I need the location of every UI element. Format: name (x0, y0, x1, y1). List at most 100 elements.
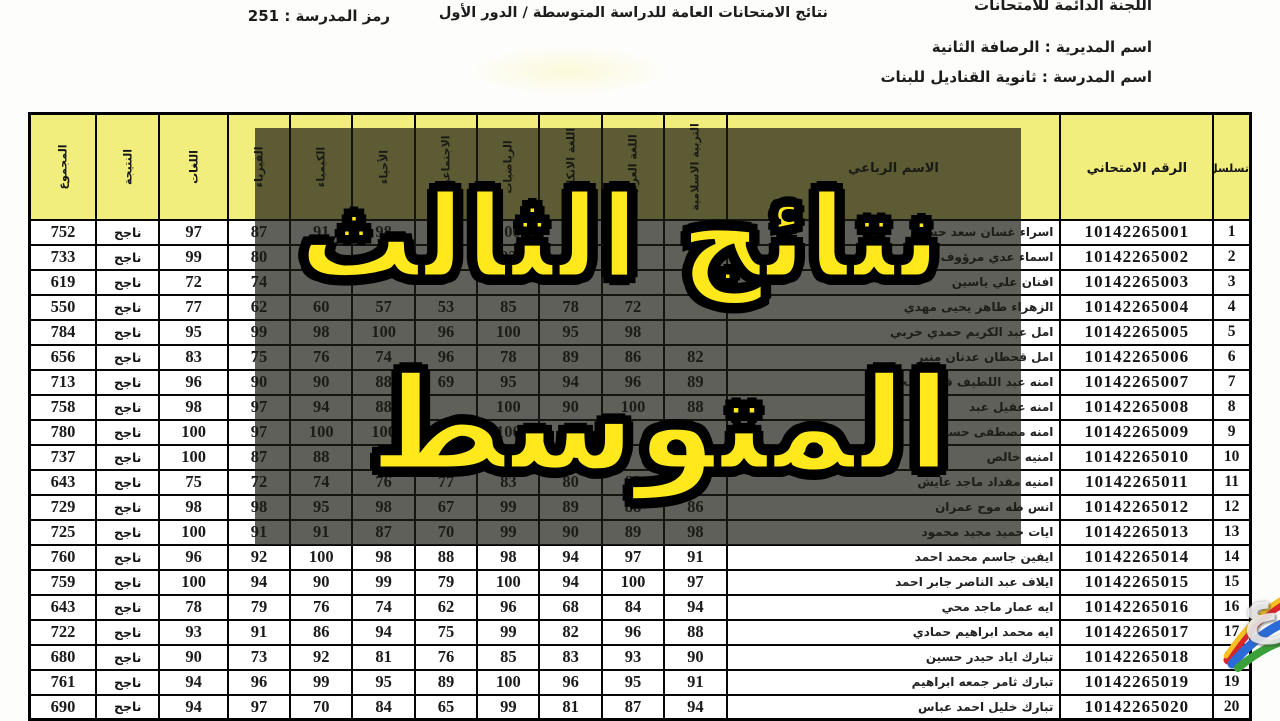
total-cell: 713 (28, 368, 98, 396)
exam-number-cell: 10142265013 (1059, 518, 1215, 546)
serial-cell: 9 (1212, 418, 1252, 446)
biology-score-cell: 74 (351, 593, 416, 621)
physics-score-cell: 92 (226, 543, 292, 571)
faint-paper-watermark (468, 46, 668, 96)
serial-cell: 5 (1212, 318, 1252, 346)
physics-score-cell: 97 (226, 693, 292, 721)
total-cell: 760 (28, 543, 98, 571)
total-cell: 737 (28, 443, 98, 471)
chemistry-score-cell: 92 (289, 643, 354, 671)
student-name-cell: تبارك اياد حيدر حسين (725, 643, 1062, 671)
result-cell: ناجح (95, 543, 161, 571)
english-score-cell: 83 (538, 643, 603, 671)
islamic-score-cell: 94 (663, 693, 728, 721)
social-score-cell: 75 (413, 618, 479, 646)
student-name-cell: ايفين جاسم محمد احمد (725, 543, 1062, 571)
social-score-cell: 65 (413, 693, 479, 721)
chemistry-score-cell: 99 (289, 668, 354, 696)
biology-score-cell: 99 (351, 568, 416, 596)
exam-number-cell: 10142265017 (1059, 618, 1215, 646)
student-row: 16 10142265016 ايه عمار ماجد محي 94 84 6… (28, 593, 1252, 621)
serial-cell: 19 (1212, 668, 1252, 696)
languages-score-cell: 97 (158, 218, 229, 246)
exam-number-cell: 10142265006 (1059, 343, 1215, 371)
serial-cell: 13 (1212, 518, 1252, 546)
school-name: اسم المدرسة : ثانوية القناديل للبنات (880, 68, 1152, 86)
exam-number-cell: 10142265018 (1059, 643, 1215, 671)
total-cell: 733 (28, 243, 98, 271)
col-header-serial: تسلسل (1212, 112, 1252, 221)
physics-score-cell: 96 (226, 668, 292, 696)
result-cell: ناجح (95, 593, 161, 621)
arabic-score-cell: 97 (600, 543, 666, 571)
total-cell: 619 (28, 268, 98, 296)
col-header-total: المجموع (28, 112, 98, 221)
exam-number-cell: 10142265008 (1059, 393, 1215, 421)
serial-cell: 1 (1212, 218, 1252, 246)
biology-score-cell: 98 (351, 543, 416, 571)
channel-watermark: اع (1222, 572, 1280, 672)
exam-number-cell: 10142265007 (1059, 368, 1215, 396)
total-cell: 758 (28, 393, 98, 421)
feather-logo-icon (1223, 597, 1280, 672)
english-score-cell: 68 (538, 593, 603, 621)
serial-cell: 12 (1212, 493, 1252, 521)
exam-number-cell: 10142265020 (1059, 693, 1215, 721)
languages-score-cell: 100 (158, 518, 229, 546)
result-cell: ناجح (95, 268, 161, 296)
result-cell: ناجح (95, 468, 161, 496)
result-cell: ناجح (95, 318, 161, 346)
col-header-languages: اللغات (158, 112, 229, 221)
biology-score-cell: 94 (351, 618, 416, 646)
chemistry-score-cell: 86 (289, 618, 354, 646)
exam-number-cell: 10142265015 (1059, 568, 1215, 596)
serial-cell: 10 (1212, 443, 1252, 471)
serial-cell: 7 (1212, 368, 1252, 396)
dark-overlay (255, 128, 1021, 545)
chemistry-score-cell: 70 (289, 693, 354, 721)
student-name-cell: ايه عمار ماجد محي (725, 593, 1062, 621)
result-cell: ناجح (95, 393, 161, 421)
exam-number-cell: 10142265005 (1059, 318, 1215, 346)
exam-number-cell: 10142265014 (1059, 543, 1215, 571)
biology-score-cell: 84 (351, 693, 416, 721)
total-cell: 643 (28, 468, 98, 496)
stamp-text-line1: نتائج الثالث (296, 168, 944, 308)
physics-score-cell: 94 (226, 568, 292, 596)
total-cell: 761 (28, 668, 98, 696)
student-row: 14 10142265014 ايفين جاسم محمد احمد 91 9… (28, 543, 1252, 571)
languages-score-cell: 98 (158, 393, 229, 421)
student-name-cell: تبارك ثامر جمعه ابراهيم (725, 668, 1062, 696)
serial-cell: 8 (1212, 393, 1252, 421)
languages-score-cell: 72 (158, 268, 229, 296)
arabic-score-cell: 96 (600, 618, 666, 646)
social-score-cell: 76 (413, 643, 479, 671)
exam-number-cell: 10142265011 (1059, 468, 1215, 496)
languages-score-cell: 90 (158, 643, 229, 671)
arabic-score-cell: 95 (600, 668, 666, 696)
serial-cell: 3 (1212, 268, 1252, 296)
physics-score-cell: 73 (226, 643, 292, 671)
math-score-cell: 99 (476, 693, 541, 721)
total-cell: 550 (28, 293, 98, 321)
student-row: 20 10142265020 تبارك خليل احمد عباس 94 8… (28, 693, 1252, 721)
serial-cell: 14 (1212, 543, 1252, 571)
languages-score-cell: 83 (158, 343, 229, 371)
languages-score-cell: 98 (158, 493, 229, 521)
serial-cell: 2 (1212, 243, 1252, 271)
student-row: 17 10142265017 ايه محمد ابراهيم حمادي 88… (28, 618, 1252, 646)
result-cell: ناجح (95, 518, 161, 546)
english-score-cell: 96 (538, 668, 603, 696)
arabic-score-cell: 93 (600, 643, 666, 671)
english-score-cell: 94 (538, 543, 603, 571)
physics-score-cell: 91 (226, 618, 292, 646)
total-cell: 722 (28, 618, 98, 646)
english-score-cell: 81 (538, 693, 603, 721)
social-score-cell: 62 (413, 593, 479, 621)
exam-results-title: نتائج الامتحانات العامة للدراسة المتوسطة… (438, 5, 828, 21)
arabic-score-cell: 87 (600, 693, 666, 721)
languages-score-cell: 75 (158, 468, 229, 496)
math-score-cell: 98 (476, 543, 541, 571)
islamic-score-cell: 88 (663, 618, 728, 646)
exam-number-cell: 10142265009 (1059, 418, 1215, 446)
